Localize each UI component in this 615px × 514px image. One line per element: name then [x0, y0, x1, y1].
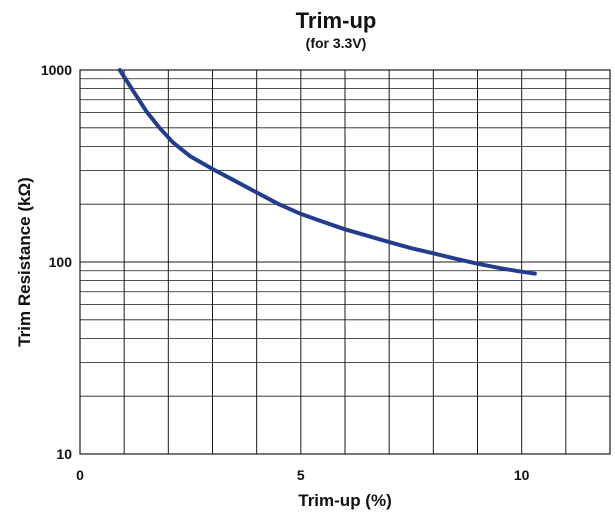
plot-frame	[79, 69, 611, 455]
y-tick-labels: 1000 100 10	[41, 62, 72, 462]
trim-resistance-curve	[117, 68, 537, 276]
y-tick-label: 1000	[41, 62, 72, 78]
x-tick-label: 10	[514, 467, 530, 483]
x-tick-label: 5	[297, 467, 305, 483]
chart-title: Trim-up	[296, 8, 377, 33]
x-tick-label: 0	[76, 467, 84, 483]
y-tick-label: 100	[49, 254, 73, 270]
grid	[80, 70, 610, 454]
y-axis-label: Trim Resistance (kΩ)	[15, 177, 34, 347]
y-tick-label: 10	[56, 446, 72, 462]
chart-subtitle: (for 3.3V)	[306, 35, 367, 51]
x-axis-label: Trim-up (%)	[298, 491, 392, 510]
x-tick-labels: 0 5 10	[76, 467, 530, 483]
series-layer	[117, 68, 537, 276]
